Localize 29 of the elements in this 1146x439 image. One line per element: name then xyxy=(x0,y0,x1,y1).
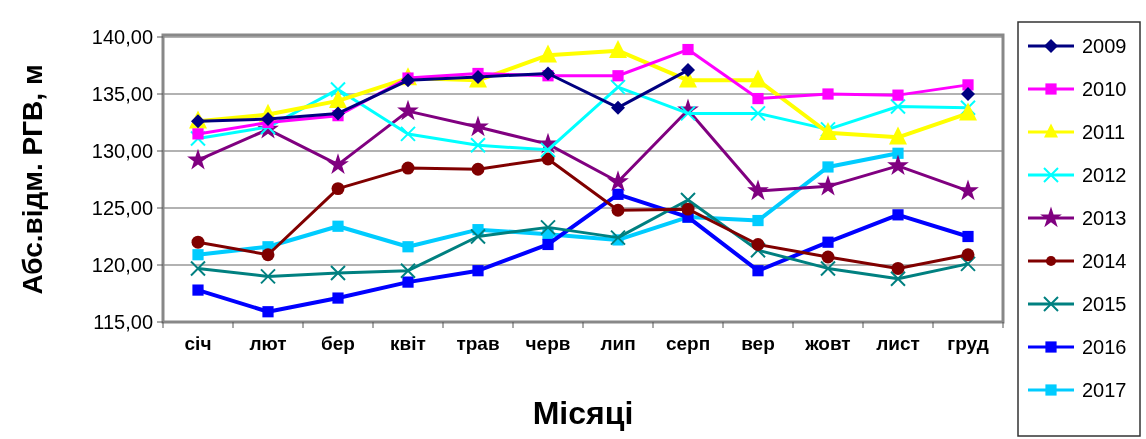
y-axis-title: Абс.відм. РГВ, м xyxy=(17,64,48,295)
legend-label: 2013 xyxy=(1082,207,1127,229)
legend-label: 2010 xyxy=(1082,78,1127,100)
y-tick-label: 140,00 xyxy=(91,26,153,48)
y-tick-label: 135,00 xyxy=(91,83,153,105)
legend-label: 2014 xyxy=(1082,250,1127,272)
x-tick-label: жовт xyxy=(804,333,851,354)
y-tick-label: 130,00 xyxy=(91,140,153,162)
x-tick-label: черв xyxy=(525,333,571,354)
x-tick-label: квіт xyxy=(390,333,426,354)
x-tick-label: трав xyxy=(456,333,500,354)
legend-label: 2016 xyxy=(1082,336,1127,358)
legend-label: 2011 xyxy=(1082,121,1126,143)
x-axis-title: Місяці xyxy=(532,395,634,431)
x-tick-label: серп xyxy=(665,333,711,354)
x-tick-label: лип xyxy=(600,333,636,354)
legend-label: 2017 xyxy=(1082,379,1127,401)
legend-label: 2015 xyxy=(1082,293,1127,315)
x-tick-label: бер xyxy=(321,333,355,354)
x-tick-label: груд xyxy=(947,333,989,354)
y-tick-label: 115,00 xyxy=(93,311,153,333)
legend-label: 2009 xyxy=(1082,35,1127,57)
x-tick-label: вер xyxy=(741,333,775,354)
legend-label: 2012 xyxy=(1082,164,1127,186)
x-tick-label: лют xyxy=(249,333,287,354)
x-tick-label: січ xyxy=(184,333,212,354)
x-tick-label: лист xyxy=(876,333,920,354)
y-tick-label: 120,00 xyxy=(91,254,153,276)
y-tick-label: 125,00 xyxy=(91,197,153,219)
